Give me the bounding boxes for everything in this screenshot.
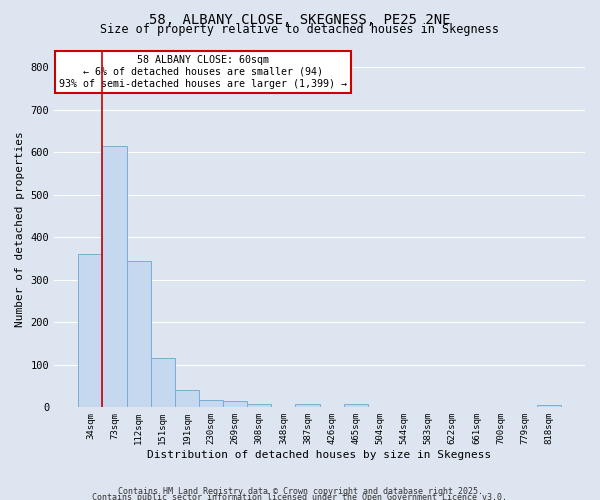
Bar <box>247 404 271 407</box>
Text: 58, ALBANY CLOSE, SKEGNESS, PE25 2NE: 58, ALBANY CLOSE, SKEGNESS, PE25 2NE <box>149 12 451 26</box>
Text: 58 ALBANY CLOSE: 60sqm
← 6% of detached houses are smaller (94)
93% of semi-deta: 58 ALBANY CLOSE: 60sqm ← 6% of detached … <box>59 56 347 88</box>
Bar <box>127 260 151 408</box>
Bar <box>151 358 175 408</box>
Bar <box>537 405 561 407</box>
Bar <box>223 402 247 407</box>
Y-axis label: Number of detached properties: Number of detached properties <box>15 131 25 326</box>
Bar <box>175 390 199 407</box>
Text: Contains public sector information licensed under the Open Government Licence v3: Contains public sector information licen… <box>92 492 508 500</box>
Bar <box>344 404 368 407</box>
X-axis label: Distribution of detached houses by size in Skegness: Distribution of detached houses by size … <box>148 450 492 460</box>
Text: Contains HM Land Registry data © Crown copyright and database right 2025.: Contains HM Land Registry data © Crown c… <box>118 487 482 496</box>
Bar <box>78 254 103 408</box>
Bar <box>295 404 320 407</box>
Bar <box>199 400 223 407</box>
Bar <box>103 146 127 408</box>
Text: Size of property relative to detached houses in Skegness: Size of property relative to detached ho… <box>101 22 499 36</box>
